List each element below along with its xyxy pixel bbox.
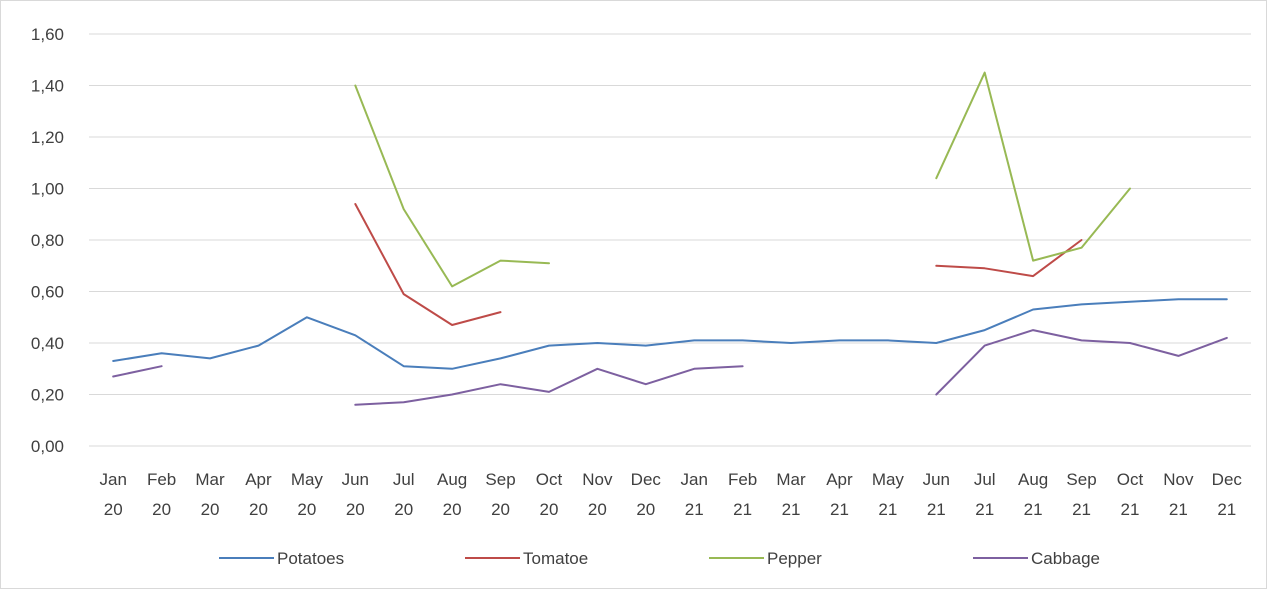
- x-tick-label-month: Jul: [974, 470, 996, 489]
- x-tick-label-month: May: [872, 470, 905, 489]
- x-tick-label-year: 21: [1072, 500, 1091, 519]
- legend-label-cabbage: Cabbage: [1031, 549, 1100, 568]
- x-tick-label-year: 20: [491, 500, 510, 519]
- x-tick-label-month: May: [291, 470, 324, 489]
- x-tick-label-year: 21: [878, 500, 897, 519]
- series-line-pepper: [354, 84, 550, 288]
- x-tick-label-year: 21: [685, 500, 704, 519]
- x-tick-label-month: Aug: [437, 470, 467, 489]
- x-tick-label-year: 20: [539, 500, 558, 519]
- series-line-cabbage: [935, 329, 1228, 396]
- x-tick-label-year: 21: [975, 500, 994, 519]
- y-tick-label: 1,40: [31, 77, 64, 96]
- y-tick-label: 0,60: [31, 283, 64, 302]
- x-tick-label-year: 21: [1217, 500, 1236, 519]
- x-tick-label-month: Sep: [1066, 470, 1096, 489]
- x-tick-label-month: Apr: [245, 470, 272, 489]
- series-line-potatoes: [112, 298, 1228, 370]
- x-tick-label-month: Nov: [582, 470, 613, 489]
- x-tick-label-month: Jul: [393, 470, 415, 489]
- x-tick-label-year: 20: [443, 500, 462, 519]
- y-tick-label: 0,00: [31, 437, 64, 456]
- x-tick-label-year: 20: [297, 500, 316, 519]
- series-line-pepper: [935, 71, 1131, 262]
- x-tick-label-month: Mar: [195, 470, 225, 489]
- x-tick-label-year: 20: [636, 500, 655, 519]
- x-tick-label-month: Dec: [631, 470, 662, 489]
- x-tick-label-month: Feb: [147, 470, 176, 489]
- x-tick-label-month: Aug: [1018, 470, 1048, 489]
- y-axis-tick-labels: 0,00 0,20 0,40 0,60 0,80 1,00 1,20 1,40 1,60: [31, 25, 64, 456]
- x-tick-label-year: 20: [152, 500, 171, 519]
- x-tick-label-month: Oct: [536, 470, 563, 489]
- x-tick-label-year: 21: [733, 500, 752, 519]
- legend-label-tomatoe: Tomatoe: [523, 549, 588, 568]
- x-tick-label-year: 21: [782, 500, 801, 519]
- x-tick-label-year: 20: [104, 500, 123, 519]
- x-tick-label-month: Jun: [342, 470, 369, 489]
- series-lines: [112, 71, 1228, 406]
- y-tick-label: 1,00: [31, 180, 64, 199]
- x-tick-label-year: 20: [394, 500, 413, 519]
- x-tick-label-year: 21: [1120, 500, 1139, 519]
- series-line-cabbage: [112, 365, 163, 378]
- x-tick-label-month: Oct: [1117, 470, 1144, 489]
- x-tick-label-month: Mar: [776, 470, 806, 489]
- y-tick-label: 0,20: [31, 386, 64, 405]
- x-tick-label-year: 20: [588, 500, 607, 519]
- x-tick-label-month: Jan: [99, 470, 126, 489]
- y-tick-label: 0,40: [31, 334, 64, 353]
- y-tick-label: 1,20: [31, 128, 64, 147]
- series-line-tomatoe: [354, 203, 502, 326]
- x-tick-label-month: Nov: [1163, 470, 1194, 489]
- series-line-tomatoe: [935, 239, 1083, 278]
- y-tick-label: 1,60: [31, 25, 64, 44]
- x-tick-label-year: 21: [927, 500, 946, 519]
- x-tick-label-month: Apr: [826, 470, 853, 489]
- x-tick-label-month: Feb: [728, 470, 757, 489]
- legend-label-potatoes: Potatoes: [277, 549, 344, 568]
- gridlines: [89, 33, 1251, 447]
- series-line-cabbage: [354, 365, 744, 406]
- x-axis-tick-labels: Jan 20 Feb 20 Mar 20 Apr 20 May 20 Jun 20 Jul 20 Aug 20…: [99, 470, 1242, 519]
- x-tick-label-month: Jun: [923, 470, 950, 489]
- x-tick-label-month: Dec: [1212, 470, 1243, 489]
- x-tick-label-year: 21: [1169, 500, 1188, 519]
- x-tick-label-month: Jan: [680, 470, 707, 489]
- x-tick-label-year: 21: [1024, 500, 1043, 519]
- x-tick-label-year: 20: [249, 500, 268, 519]
- x-tick-label-month: Sep: [485, 470, 515, 489]
- x-tick-label-year: 20: [201, 500, 220, 519]
- x-tick-label-year: 20: [346, 500, 365, 519]
- legend: Potatoes Tomatoe Pepper Cabbage: [219, 549, 1100, 568]
- legend-label-pepper: Pepper: [767, 549, 822, 568]
- x-tick-label-year: 21: [830, 500, 849, 519]
- y-tick-label: 0,80: [31, 231, 64, 250]
